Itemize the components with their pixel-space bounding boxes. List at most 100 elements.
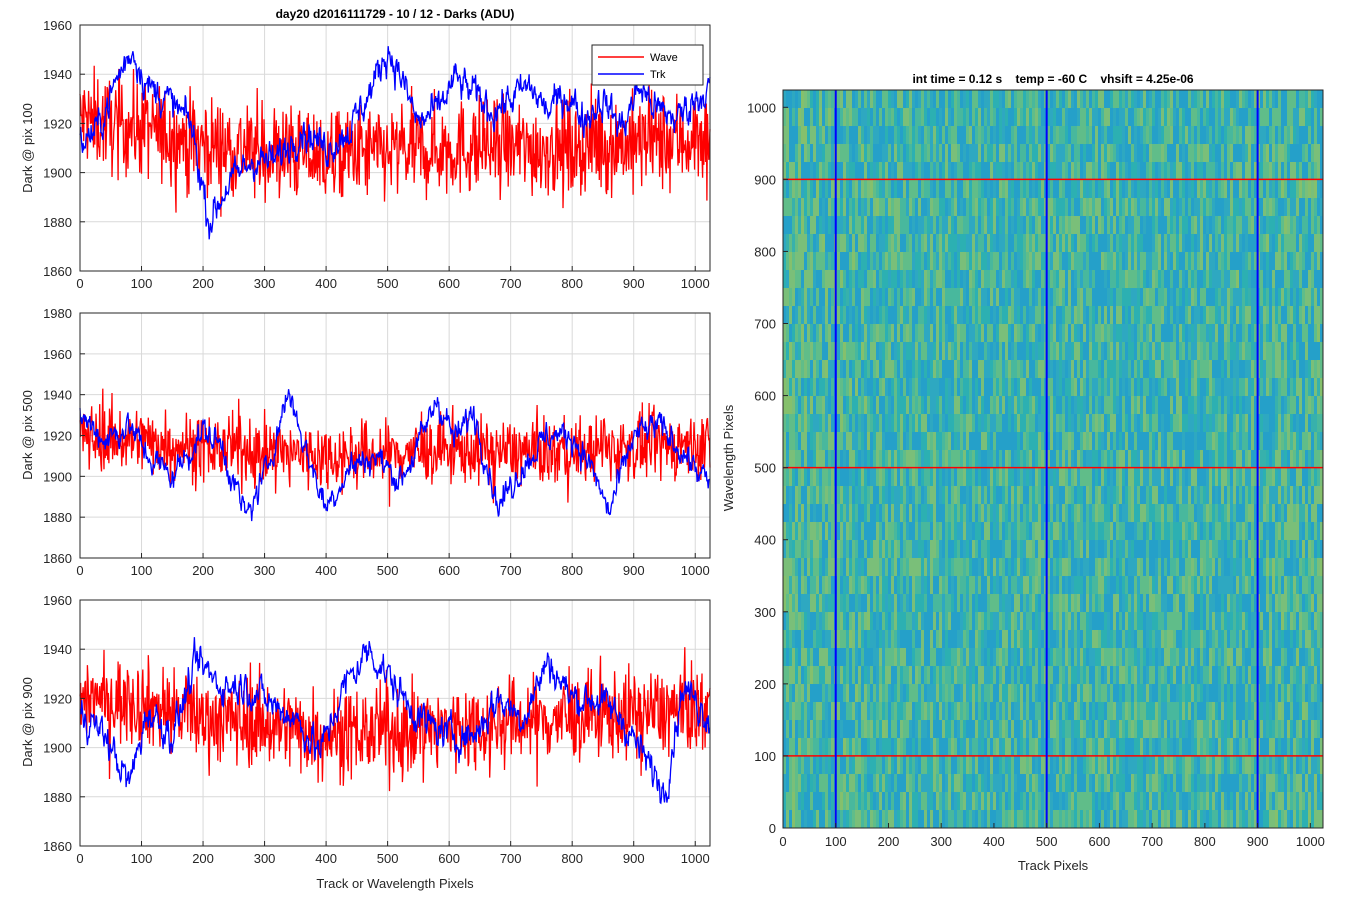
- heatmap-cell: [1089, 252, 1092, 270]
- heatmap-cell: [786, 126, 789, 144]
- heatmap-cell: [1071, 396, 1074, 414]
- heatmap-cell: [930, 234, 933, 252]
- heatmap-cell: [1077, 792, 1080, 810]
- heatmap-cell: [927, 792, 930, 810]
- heatmap-cell: [1101, 324, 1104, 342]
- heatmap-cell: [1023, 666, 1026, 684]
- heatmap-cell: [1107, 432, 1110, 450]
- heatmap-cell: [804, 666, 807, 684]
- heatmap-cell: [855, 126, 858, 144]
- heatmap-cell: [852, 810, 855, 828]
- heatmap-cell: [888, 198, 891, 216]
- heatmap-cell: [1017, 702, 1020, 720]
- heatmap-cell: [975, 306, 978, 324]
- heatmap-cell: [1116, 486, 1119, 504]
- x-tick-label: 700: [500, 563, 522, 578]
- heatmap-cell: [951, 198, 954, 216]
- heatmap-cell: [918, 612, 921, 630]
- heatmap-cell: [837, 432, 840, 450]
- heatmap-cell: [813, 594, 816, 612]
- heatmap-cell: [828, 594, 831, 612]
- heatmap-cell: [798, 756, 801, 774]
- heatmap-cell: [1023, 360, 1026, 378]
- heatmap-cell: [954, 468, 957, 486]
- heatmap-cell: [1104, 162, 1107, 180]
- heatmap-cell: [888, 666, 891, 684]
- heatmap-cell: [819, 756, 822, 774]
- heatmap-cell: [921, 180, 924, 198]
- heatmap-cell: [1095, 216, 1098, 234]
- heatmap-cell: [1131, 720, 1134, 738]
- heatmap-cell: [870, 360, 873, 378]
- heatmap-cell: [1011, 450, 1014, 468]
- heatmap-cell: [945, 234, 948, 252]
- heatmap-cell: [819, 414, 822, 432]
- heatmap-cell: [933, 702, 936, 720]
- heatmap-cell: [1026, 360, 1029, 378]
- heatmap-cell: [1104, 270, 1107, 288]
- heatmap-cell: [999, 270, 1002, 288]
- heatmap-cell: [963, 360, 966, 378]
- heatmap-cell: [945, 612, 948, 630]
- heatmap-cell: [918, 738, 921, 756]
- heatmap-cell: [912, 702, 915, 720]
- heatmap-cell: [1110, 162, 1113, 180]
- heatmap-cell: [900, 774, 903, 792]
- heatmap-cell: [1041, 630, 1044, 648]
- heatmap-cell: [972, 648, 975, 666]
- heatmap-cell: [918, 180, 921, 198]
- heatmap-cell: [996, 702, 999, 720]
- heatmap-cell: [849, 594, 852, 612]
- heatmap-cell: [1065, 288, 1068, 306]
- heatmap-cell: [1032, 108, 1035, 126]
- heatmap-cell: [918, 720, 921, 738]
- heatmap-cell: [1026, 252, 1029, 270]
- heatmap-cell: [1023, 198, 1026, 216]
- heatmap-cell: [951, 450, 954, 468]
- heatmap-cell: [951, 540, 954, 558]
- heatmap-cell: [792, 144, 795, 162]
- heatmap-cell: [1074, 180, 1077, 198]
- heatmap-cell: [1086, 162, 1089, 180]
- heatmap-cell: [1104, 576, 1107, 594]
- heatmap-cell: [858, 432, 861, 450]
- heatmap-cell: [831, 180, 834, 198]
- heatmap-cell: [804, 324, 807, 342]
- heatmap-cell: [810, 396, 813, 414]
- heatmap-cell: [1020, 306, 1023, 324]
- heatmap-cell: [909, 396, 912, 414]
- heatmap-cell: [1035, 450, 1038, 468]
- heatmap-cell: [807, 432, 810, 450]
- heatmap-cell: [1053, 324, 1056, 342]
- heatmap-cell: [924, 432, 927, 450]
- heatmap-cell: [1101, 594, 1104, 612]
- heatmap-cell: [1035, 324, 1038, 342]
- heatmap-cell: [1026, 234, 1029, 252]
- heatmap-cell: [891, 702, 894, 720]
- heatmap-cell: [870, 288, 873, 306]
- heatmap-cell: [909, 324, 912, 342]
- heatmap-cell: [786, 738, 789, 756]
- heatmap-cell: [1050, 306, 1053, 324]
- heatmap-cell: [828, 468, 831, 486]
- heatmap-cell: [984, 774, 987, 792]
- heatmap-cell: [939, 504, 942, 522]
- heatmap-cell: [840, 396, 843, 414]
- heatmap-cell: [1008, 738, 1011, 756]
- heatmap-cell: [837, 684, 840, 702]
- heatmap-cell: [948, 414, 951, 432]
- heatmap-cell: [1014, 360, 1017, 378]
- heatmap-cell: [837, 720, 840, 738]
- heatmap-cell: [957, 486, 960, 504]
- heatmap-cell: [966, 504, 969, 522]
- heatmap-cell: [861, 342, 864, 360]
- heatmap-cell: [879, 144, 882, 162]
- heatmap-cell: [975, 594, 978, 612]
- heatmap-cell: [825, 216, 828, 234]
- heatmap-cell: [1020, 774, 1023, 792]
- heatmap-cell: [798, 162, 801, 180]
- heatmap-cell: [1002, 738, 1005, 756]
- heatmap-cell: [786, 558, 789, 576]
- heatmap-cell: [1071, 756, 1074, 774]
- heatmap-cell: [783, 342, 786, 360]
